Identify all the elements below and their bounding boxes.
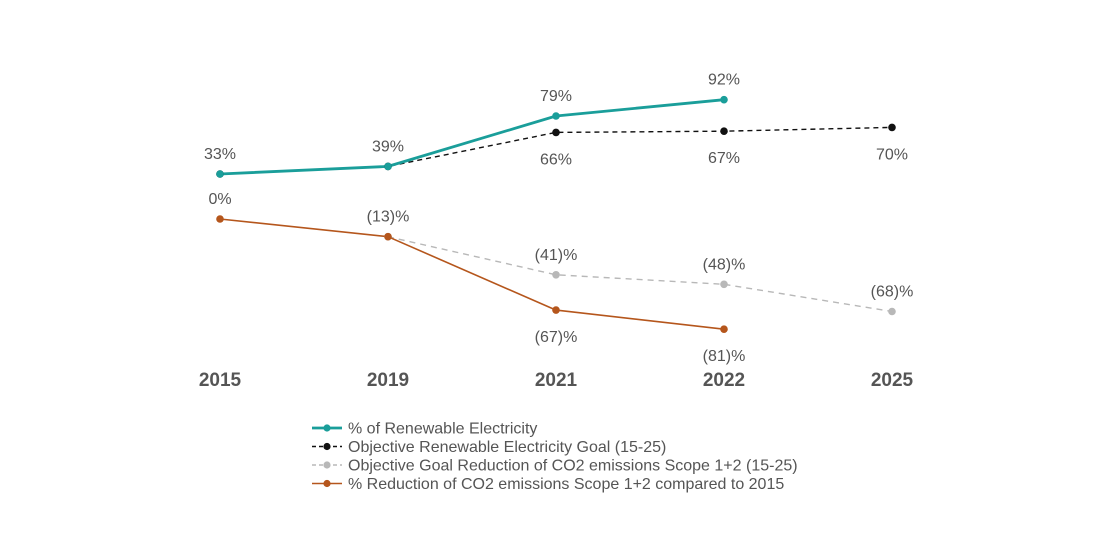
series-line-2: [387, 236, 893, 313]
data-label-3-2: (67)%: [535, 329, 578, 346]
legend-label-1: Objective Renewable Electricity Goal (15…: [348, 439, 666, 456]
data-label-2-2: (41)%: [535, 247, 578, 264]
data-point-3-0: [216, 215, 224, 223]
data-point-3-2: [552, 306, 560, 314]
data-point-0-0: [216, 170, 224, 178]
legend-swatch-marker-2: [323, 461, 331, 469]
data-point-1-4: [888, 123, 896, 132]
legend-item-1: Objective Renewable Electricity Goal (15…: [312, 439, 666, 456]
x-axis-ticks: 2015 2019 2021 2022 2025: [199, 370, 914, 391]
data-label-3-1: (13)%: [367, 209, 410, 226]
data-points: [216, 95, 896, 334]
data-point-1-2: [552, 128, 560, 137]
x-tick-label-1: 2019: [367, 370, 409, 391]
data-labels: 33% 39% 79% 92% 66% 67% 70% (41)% (48)% (68)% 0% (1…: [204, 72, 913, 366]
data-point-0-2: [552, 112, 560, 120]
legend-swatch-marker-0: [323, 424, 331, 432]
data-label-3-0: 0%: [208, 191, 231, 208]
x-tick-label-3: 2022: [703, 370, 745, 391]
data-label-0-1: 39%: [372, 138, 404, 155]
x-tick-label-2: 2021: [535, 370, 578, 391]
data-point-2-4: [888, 307, 896, 316]
series-line-3: [219, 218, 725, 330]
legend-label-0: % of Renewable Electricity: [348, 421, 537, 438]
legend-label-2: Objective Goal Reduction of CO2 emission…: [348, 458, 798, 475]
legend-item-0: % of Renewable Electricity: [312, 421, 537, 438]
data-point-0-3: [720, 95, 728, 104]
data-point-1-3: [720, 127, 728, 135]
legend-label-3: % Reduction of CO2 emissions Scope 1+2 c…: [348, 476, 784, 493]
legend-swatch-marker-3: [323, 479, 331, 488]
legend-item-2: Objective Goal Reduction of CO2 emission…: [312, 458, 798, 475]
x-tick-label-0: 2015: [199, 370, 242, 391]
data-label-0-2: 79%: [540, 88, 572, 105]
data-label-0-3: 92%: [708, 72, 740, 89]
data-point-3-1: [384, 232, 392, 241]
series-line-0: [219, 98, 725, 176]
data-label-0-0: 33%: [204, 146, 236, 163]
data-label-1-3: 67%: [708, 150, 740, 167]
data-label-3-3: (81)%: [703, 348, 746, 365]
series-lines: [219, 98, 893, 330]
data-point-0-1: [384, 162, 392, 171]
legend-item-3: % Reduction of CO2 emissions Scope 1+2 c…: [312, 476, 784, 493]
data-label-2-3: (48)%: [703, 256, 746, 273]
data-point-2-3: [720, 280, 728, 289]
data-point-3-3: [720, 325, 728, 334]
legend-swatch-marker-1: [323, 442, 331, 451]
data-label-1-2: 66%: [540, 151, 572, 168]
data-label-1-4: 70%: [876, 146, 908, 163]
x-tick-label-4: 2025: [871, 370, 914, 391]
data-label-2-4: (68)%: [871, 284, 914, 301]
data-point-2-2: [552, 271, 560, 279]
